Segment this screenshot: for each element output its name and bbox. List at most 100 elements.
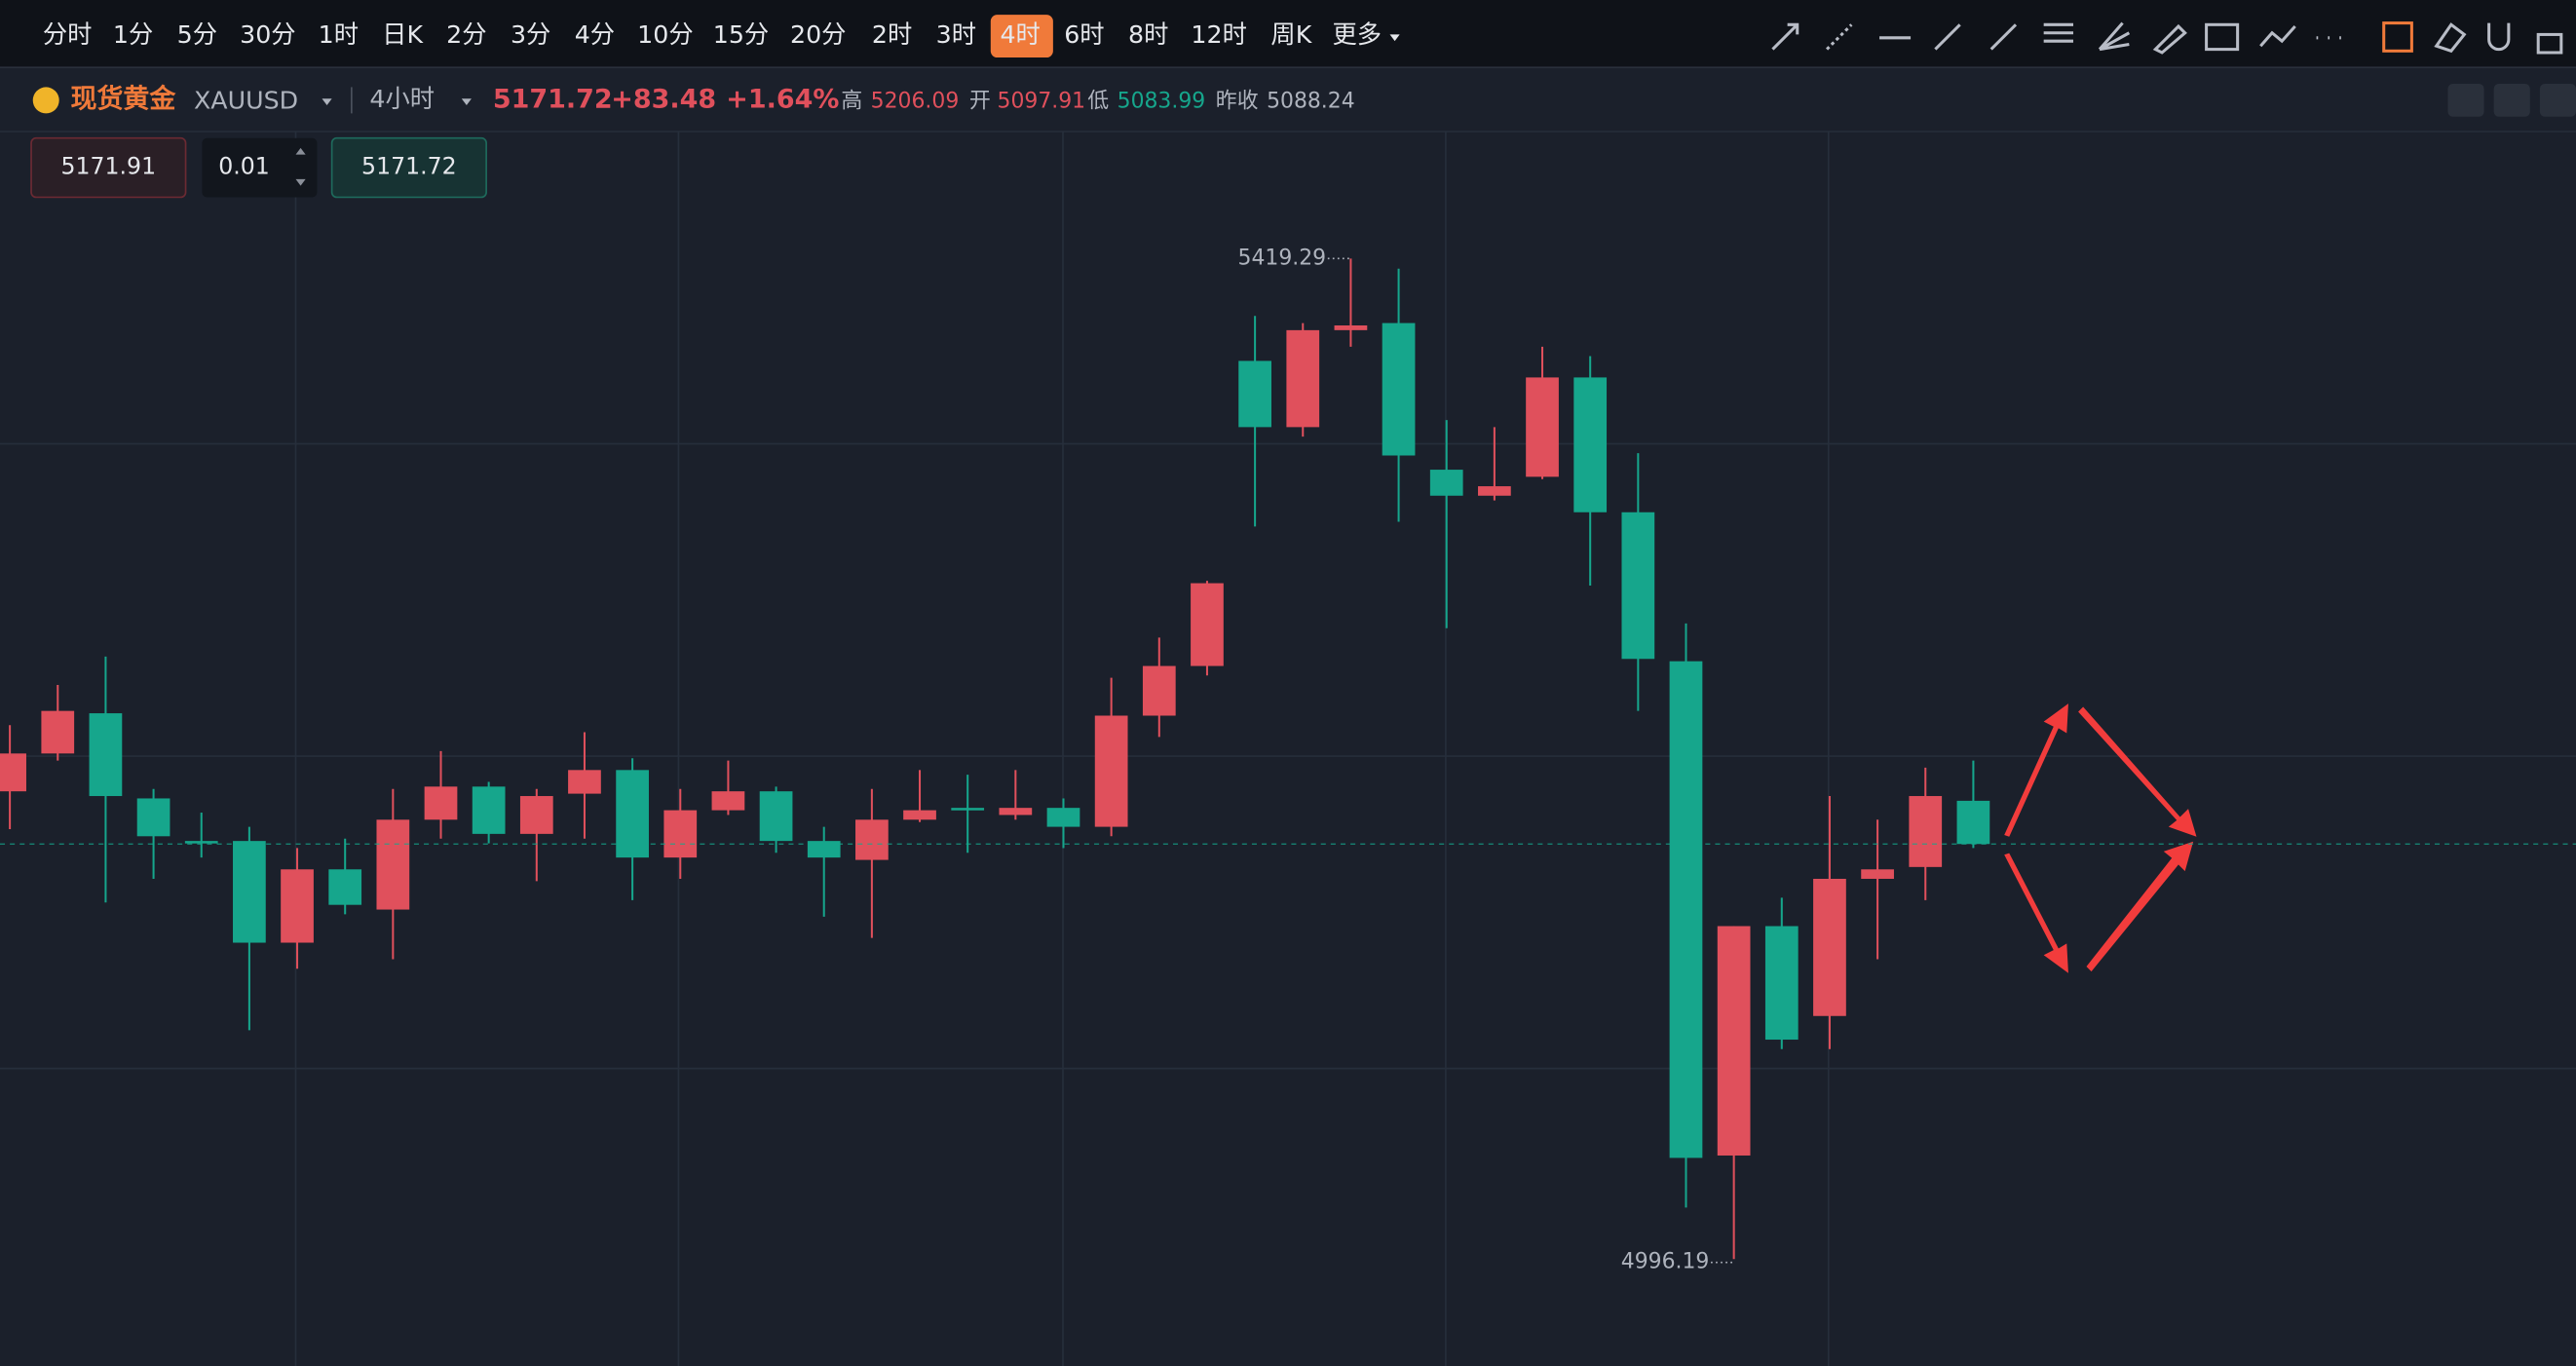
qty[interactable]: 0.01 [218,153,270,180]
period-tab[interactable]: 8时 [1128,20,1168,49]
body [855,819,889,860]
arrow [2004,703,2068,837]
body [1478,486,1511,496]
arrow [2004,853,2068,973]
body [1669,661,1703,1158]
period-tab[interactable]: 20分 [790,20,846,49]
low-label: 4996.19 [1621,1250,1710,1274]
sell-box[interactable] [30,136,187,199]
body [519,796,553,834]
body [184,841,218,844]
period-tab[interactable]: 10分 [637,20,693,49]
body [1764,926,1799,1041]
period-tab[interactable]: 3分 [511,20,550,49]
stat-value: 5088.24 [1267,90,1355,114]
change: +83.48 [611,84,716,114]
body [0,753,26,792]
period-tab[interactable]: 12时 [1191,20,1246,49]
period-tab[interactable]: 日K [382,20,424,49]
symbol-name: 现货黄金 [71,83,177,114]
tool-pen[interactable] [2152,23,2187,55]
stat-label: 低 [1087,90,1109,114]
tool-magnet[interactable] [2487,22,2511,52]
body [1238,360,1271,428]
tool-wave[interactable] [2259,24,2296,48]
active-period-bg [990,15,1053,58]
body [1046,808,1080,827]
body [999,808,1033,816]
period-tab[interactable]: 3时 [936,20,976,49]
period-tab[interactable]: 1时 [319,20,359,49]
body [711,791,745,811]
body [1956,800,1990,845]
body [1573,377,1608,512]
tool-eraser[interactable] [2434,22,2467,54]
body [568,770,601,794]
body [1286,329,1320,428]
drawing-tools[interactable] [1771,21,2563,55]
change-percent: +1.64% [726,84,839,114]
sell-price[interactable]: 5171.91 [60,153,156,180]
stat-value: 5097.91 [998,90,1086,114]
body [89,713,123,797]
tool-arrow[interactable] [1771,22,1799,51]
body [951,808,985,811]
buy-price[interactable]: 5171.72 [361,153,457,180]
period-tab[interactable]: 6时 [1064,20,1104,49]
body [1717,926,1751,1156]
symbol-icon [32,87,59,114]
period-tab[interactable]: 5分 [177,20,217,49]
body [1191,583,1224,666]
tool-line[interactable] [1989,23,2018,51]
candles: 5419.29 4996.19 [0,246,2576,1274]
body [1909,796,1943,867]
panel-button[interactable] [2493,84,2530,117]
tool-fan[interactable] [2098,21,2131,52]
body [1526,377,1559,477]
symbol-code[interactable]: XAUUSD [194,87,298,115]
period-tab[interactable]: 2时 [872,20,912,49]
panel-button[interactable] [2447,84,2484,117]
period-tab[interactable]: 1分 [113,20,153,49]
qty-box[interactable] [202,137,318,198]
body [1429,470,1463,496]
tool-lock[interactable] [2536,32,2563,55]
dropdown [1389,34,1400,42]
body [136,798,170,837]
body [41,710,75,754]
period-tab[interactable]: 30分 [240,20,295,49]
period-tab[interactable]: 分时 [43,20,93,49]
body [472,786,506,834]
body [807,841,841,858]
body [1094,715,1128,827]
tool-image[interactable] [2205,22,2240,52]
arrow [2086,841,2194,972]
tool-fib[interactable] [2043,22,2074,43]
body [1382,323,1416,456]
body [1334,325,1368,330]
last-price: 5171.72 [493,84,613,114]
buy-box[interactable] [330,136,487,199]
body [1621,512,1655,660]
body [663,810,698,858]
high-label: 5419.29 [1238,246,1327,270]
body [903,810,936,820]
period-tab[interactable]: 2分 [446,20,486,49]
period-tab[interactable]: 15分 [713,20,769,49]
body [376,819,410,910]
period-tab[interactable]: 4时 [1000,20,1040,49]
body [281,869,314,943]
period-tab[interactable]: 周K [1270,20,1312,49]
period-tab[interactable]: 4分 [575,20,615,49]
tool-edit[interactable] [2382,21,2413,53]
stat-label: 开 [969,90,991,114]
period-tab[interactable]: 更多 [1333,20,1383,49]
period[interactable]: 4小时 [369,85,435,113]
panel-button[interactable] [2539,84,2576,117]
body [616,770,649,858]
tool-ray[interactable] [1826,23,1853,51]
body [233,841,266,943]
tool-segment[interactable] [1934,23,1961,51]
